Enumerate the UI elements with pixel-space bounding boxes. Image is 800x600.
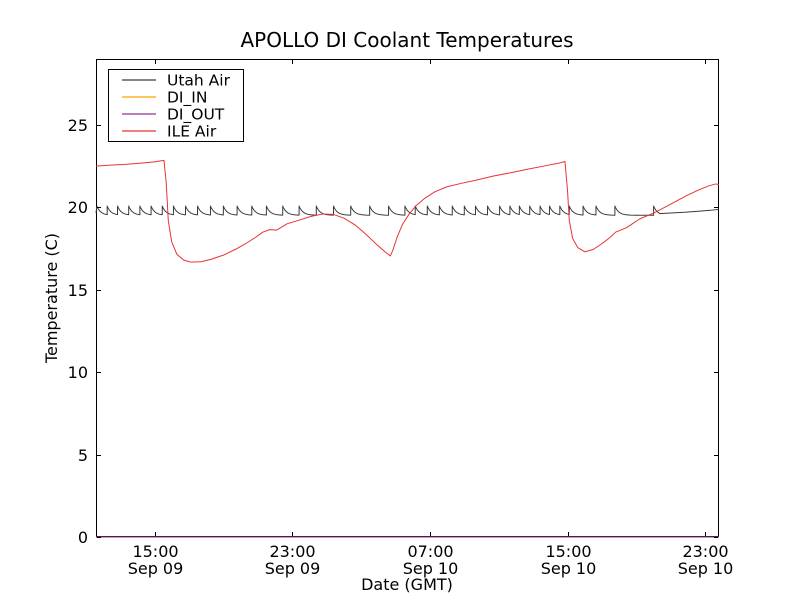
series-line-utah-air (95, 205, 720, 216)
legend-entry: DI_OUT (122, 106, 225, 125)
legend-entry: Utah Air (122, 72, 231, 90)
y-tick-label: 0 (78, 528, 88, 547)
x-tick-label-time: 07:00 (407, 542, 453, 561)
chart-title: APOLLO DI Coolant Temperatures (240, 28, 573, 52)
legend-label: DI_IN (167, 89, 207, 108)
y-tick-label: 15 (68, 281, 88, 300)
y-tick-label: 20 (68, 198, 88, 217)
y-tick-label: 5 (78, 446, 88, 465)
legend-entry: DI_IN (122, 89, 207, 108)
y-tick-label: 25 (68, 116, 88, 135)
y-tick-label: 10 (68, 363, 88, 382)
legend-label: DI_OUT (167, 106, 225, 125)
x-tick-label-date: Sep 09 (265, 559, 321, 578)
x-tick-label-date: Sep 10 (541, 559, 597, 578)
legend-box (107, 68, 245, 143)
legend-label: ILE Air (167, 123, 217, 141)
x-tick-label-date: Sep 10 (403, 559, 459, 578)
y-axis-label: Temperature (C) (42, 233, 61, 364)
x-tick-label-time: 15:00 (132, 542, 178, 561)
x-tick-label-time: 15:00 (545, 542, 591, 561)
legend-label: Utah Air (167, 72, 231, 90)
x-tick-label-date: Sep 09 (128, 559, 184, 578)
x-tick-label-time: 23:00 (682, 542, 728, 561)
x-tick-label-time: 23:00 (269, 542, 315, 561)
x-axis-label: Date (GMT) (361, 575, 453, 594)
series-layer (95, 159, 720, 538)
series-line-ile-air (95, 159, 720, 263)
x-tick-label-date: Sep 10 (678, 559, 734, 578)
legend-entry: ILE Air (122, 123, 217, 141)
